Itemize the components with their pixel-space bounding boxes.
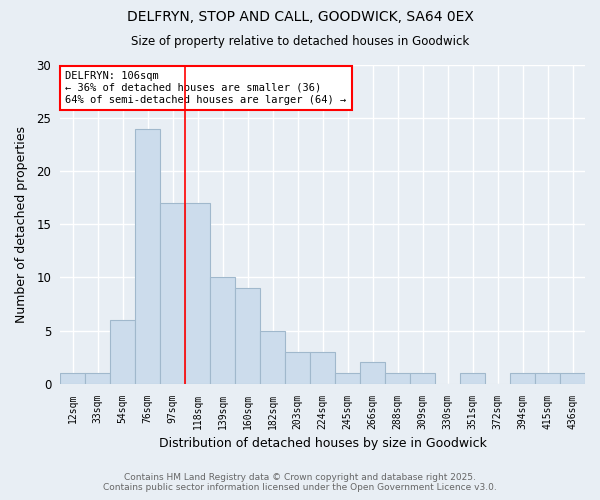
Bar	[135, 128, 160, 384]
Bar	[410, 373, 435, 384]
Text: Contains HM Land Registry data © Crown copyright and database right 2025.
Contai: Contains HM Land Registry data © Crown c…	[103, 473, 497, 492]
Bar	[160, 203, 185, 384]
Bar	[535, 373, 560, 384]
Bar	[335, 373, 360, 384]
Bar	[285, 352, 310, 384]
X-axis label: Distribution of detached houses by size in Goodwick: Distribution of detached houses by size …	[158, 437, 487, 450]
Bar	[460, 373, 485, 384]
Bar	[85, 373, 110, 384]
Bar	[385, 373, 410, 384]
Text: DELFRYN, STOP AND CALL, GOODWICK, SA64 0EX: DELFRYN, STOP AND CALL, GOODWICK, SA64 0…	[127, 10, 473, 24]
Bar	[260, 330, 285, 384]
Bar	[210, 278, 235, 384]
Bar	[310, 352, 335, 384]
Text: DELFRYN: 106sqm
← 36% of detached houses are smaller (36)
64% of semi-detached h: DELFRYN: 106sqm ← 36% of detached houses…	[65, 72, 347, 104]
Bar	[360, 362, 385, 384]
Y-axis label: Number of detached properties: Number of detached properties	[15, 126, 28, 323]
Bar	[185, 203, 210, 384]
Bar	[560, 373, 585, 384]
Bar	[110, 320, 135, 384]
Bar	[60, 373, 85, 384]
Bar	[235, 288, 260, 384]
Bar	[510, 373, 535, 384]
Text: Size of property relative to detached houses in Goodwick: Size of property relative to detached ho…	[131, 35, 469, 48]
